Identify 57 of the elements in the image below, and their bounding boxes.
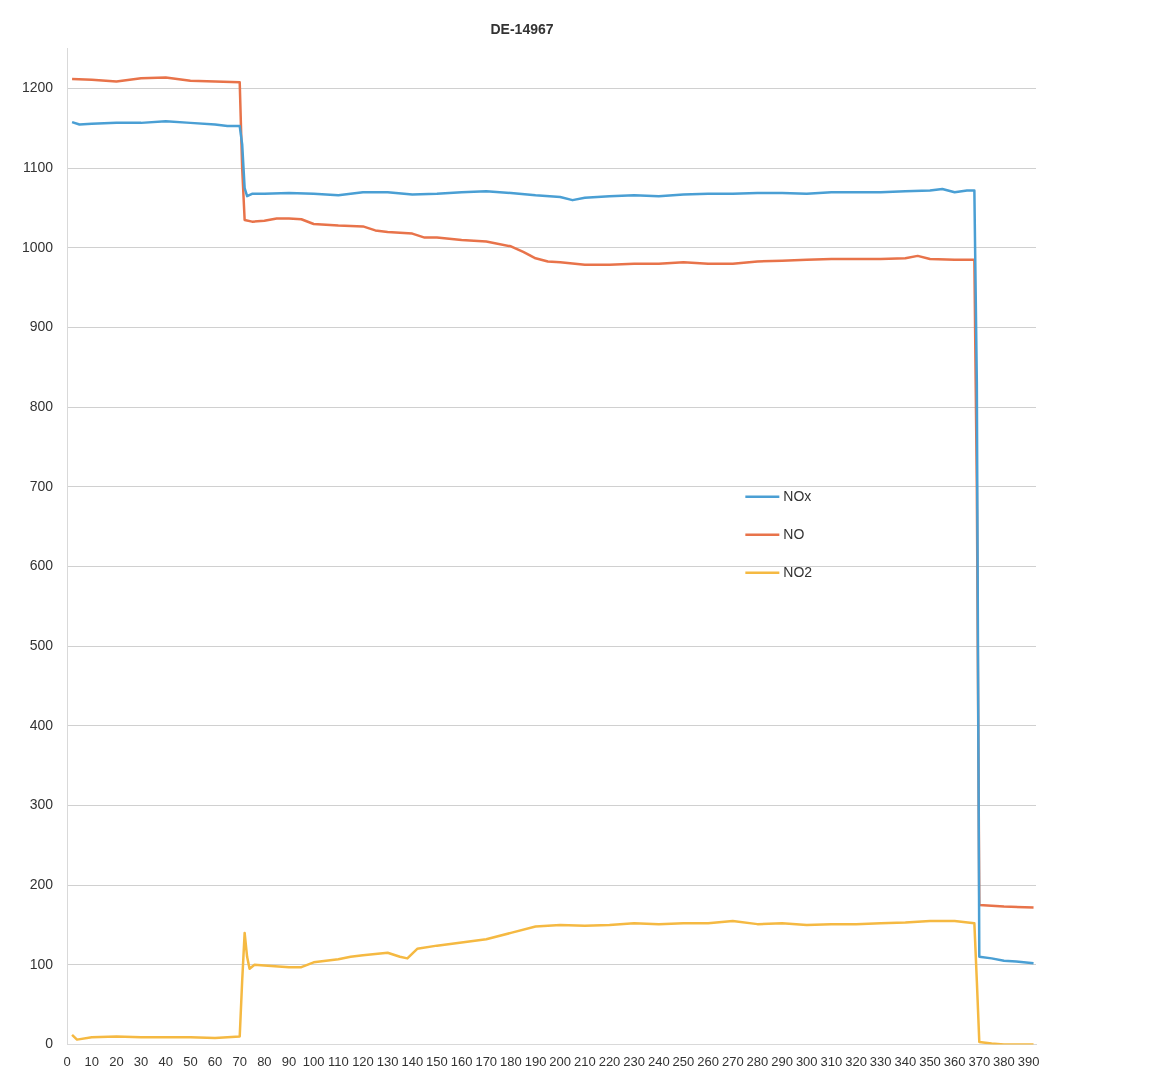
- x-tick-label: 160: [450, 1053, 473, 1069]
- x-tick-label: 250: [672, 1053, 695, 1069]
- x-tick-label: 140: [401, 1053, 424, 1069]
- x-tick-label: 100: [302, 1053, 325, 1069]
- x-tick-label: 360: [943, 1053, 966, 1069]
- legend-label: NOx: [783, 487, 812, 504]
- y-tick-label: 300: [29, 796, 54, 813]
- x-tick-label: 170: [475, 1053, 498, 1069]
- x-tick-label: 300: [795, 1053, 818, 1069]
- x-tick-label: 150: [426, 1053, 448, 1069]
- y-tick-label: 100: [29, 955, 54, 972]
- x-tick-label: 230: [623, 1053, 646, 1069]
- x-tick-label: 190: [524, 1053, 547, 1069]
- x-tick-label: 290: [771, 1053, 793, 1069]
- y-tick-label: 600: [29, 557, 54, 574]
- y-tick-label: 1200: [21, 79, 54, 96]
- x-tick-label: 10: [84, 1053, 100, 1069]
- x-tick-label: 80: [257, 1053, 272, 1069]
- y-tick-label: 500: [29, 637, 54, 654]
- x-tick-label: 320: [845, 1053, 867, 1069]
- x-tick-label: 20: [109, 1053, 124, 1069]
- x-tick-label: 330: [869, 1053, 892, 1069]
- x-tick-label: 200: [549, 1053, 572, 1069]
- x-tick-label: 30: [133, 1053, 149, 1069]
- y-tick-label: 1100: [23, 159, 54, 176]
- x-tick-label: 60: [207, 1053, 223, 1069]
- x-tick-label: 260: [697, 1053, 719, 1069]
- y-tick-label: 900: [29, 318, 54, 335]
- x-tick-label: 70: [232, 1053, 247, 1069]
- y-tick-label: 700: [29, 477, 54, 494]
- x-tick-label: 90: [281, 1053, 297, 1069]
- x-tick-label: 270: [721, 1053, 744, 1069]
- legend-label: NO2: [783, 563, 813, 580]
- x-tick-label: 370: [968, 1053, 991, 1069]
- x-tick-label: 110: [327, 1053, 349, 1069]
- x-tick-label: 240: [647, 1053, 670, 1069]
- x-tick-label: 50: [183, 1053, 198, 1069]
- y-tick-label: 0: [45, 1035, 54, 1052]
- y-tick-label: 200: [29, 875, 54, 892]
- x-tick-label: 340: [894, 1053, 917, 1069]
- x-tick-label: 210: [574, 1053, 596, 1069]
- x-tick-label: 180: [500, 1053, 522, 1069]
- y-tick-label: 400: [29, 716, 54, 733]
- x-tick-label: 310: [820, 1053, 843, 1069]
- x-tick-label: 390: [1017, 1053, 1040, 1069]
- x-tick-label: 120: [352, 1053, 374, 1069]
- x-tick-label: 0: [63, 1053, 71, 1069]
- x-tick-label: 220: [598, 1053, 621, 1069]
- x-tick-label: 40: [158, 1053, 173, 1069]
- x-tick-label: 130: [376, 1053, 399, 1069]
- x-tick-label: 380: [993, 1053, 1015, 1069]
- x-tick-label: 350: [919, 1053, 941, 1069]
- y-tick-label: 800: [29, 398, 54, 415]
- legend-label: NO: [783, 525, 805, 542]
- chart-title: DE-14967: [490, 21, 554, 38]
- y-tick-label: 1000: [21, 238, 54, 255]
- x-tick-label: 280: [746, 1053, 769, 1069]
